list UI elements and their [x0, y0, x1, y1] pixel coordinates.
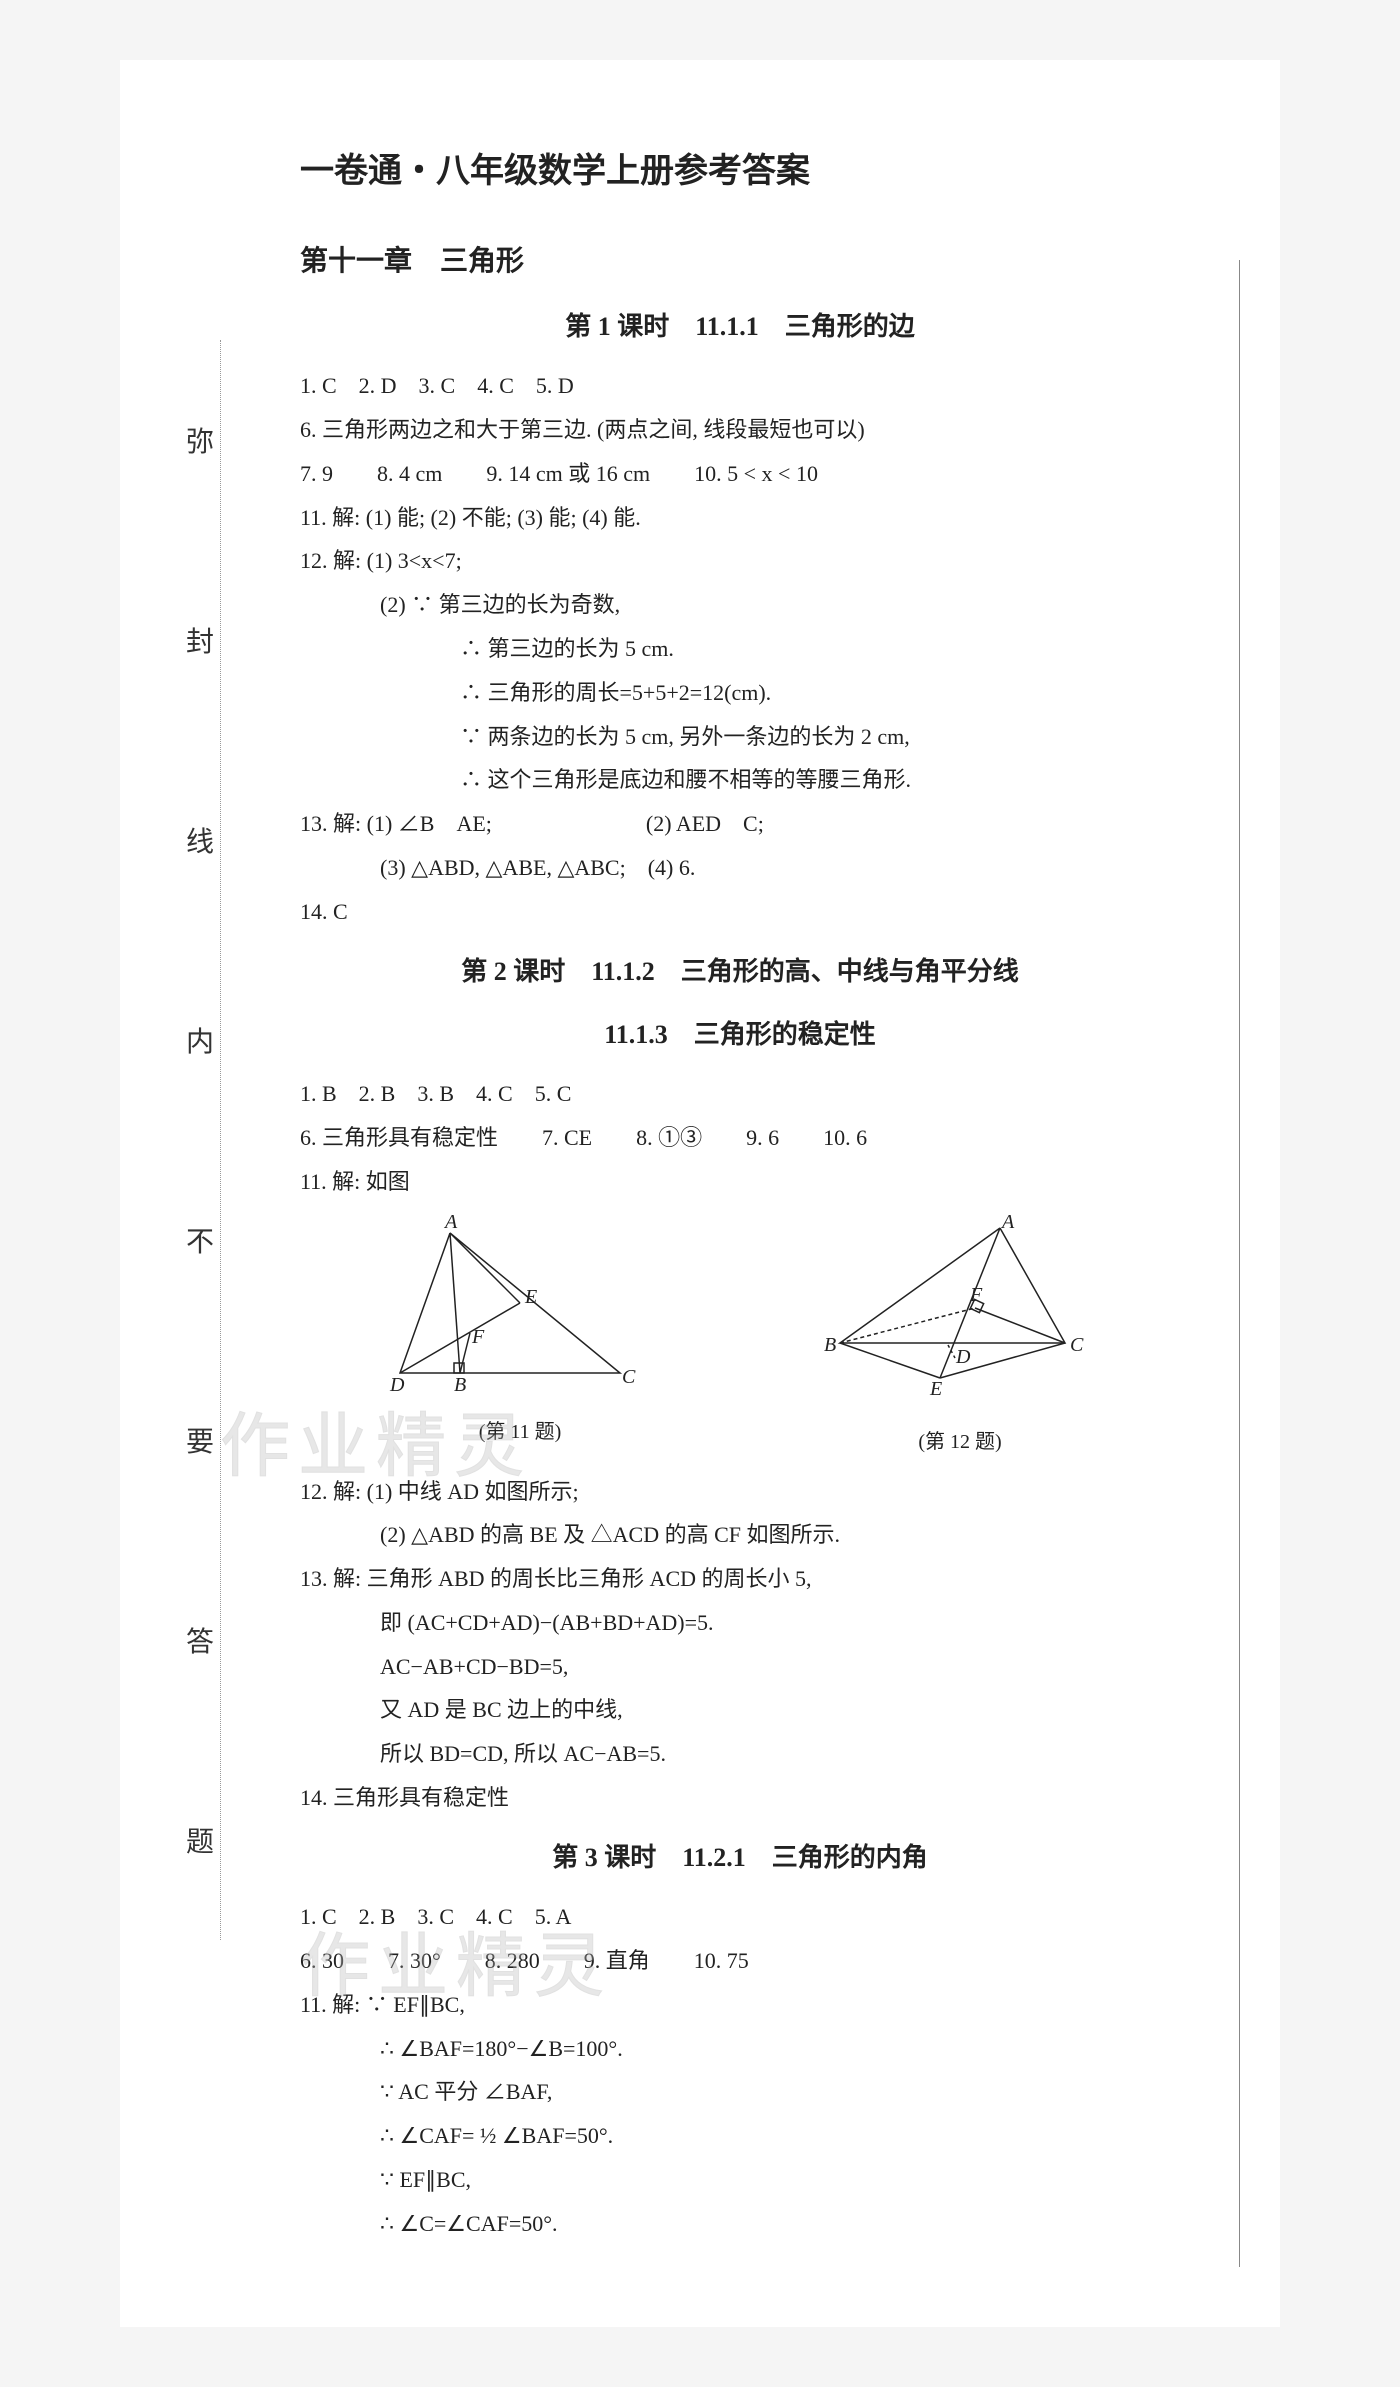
lesson2-heading2: 11.1.3 三角形的稳定性	[300, 1010, 1180, 1059]
answer-line: ∴ ∠BAF=180°−∠B=100°.	[300, 2028, 1180, 2070]
label-B: B	[454, 1374, 466, 1396]
figure-11-caption: (第 11 题)	[390, 1413, 650, 1451]
answer-line: (2) △ABD 的高 BE 及 △ACD 的高 CF 如图所示.	[300, 1514, 1180, 1556]
label-A: A	[443, 1211, 458, 1233]
answer-line: 即 (AC+CD+AD)−(AB+BD+AD)=5.	[300, 1602, 1180, 1644]
answer-line: 13. 解: (1) ∠B AE; (2) AED C;	[300, 803, 1180, 845]
margin-char: 答	[186, 1620, 214, 1660]
triangle-diagram-12: A B C E D F	[830, 1223, 1090, 1403]
answer-line: ∴ 三角形的周长=5+5+2=12(cm).	[300, 672, 1180, 714]
label-E: E	[929, 1378, 942, 1400]
answer-line: 14. 三角形具有稳定性	[300, 1777, 1180, 1819]
answer-line: 7. 9 8. 4 cm 9. 14 cm 或 16 cm 10. 5 < x …	[300, 453, 1180, 495]
answer-line: ∴ 这个三角形是底边和腰不相等的等腰三角形.	[300, 759, 1180, 801]
margin-char: 弥	[186, 420, 214, 460]
label-C: C	[622, 1366, 636, 1388]
answer-line: 6. 三角形具有稳定性 7. CE 8. ①③ 9. 6 10. 6	[300, 1117, 1180, 1159]
answer-line: 13. 解: 三角形 ABD 的周长比三角形 ACD 的周长小 5,	[300, 1558, 1180, 1600]
figure-12: A B C E D F (第 12 题)	[830, 1223, 1090, 1461]
answer-line: 6. 三角形两边之和大于第三边. (两点之间, 线段最短也可以)	[300, 409, 1180, 451]
label-B: B	[824, 1334, 836, 1356]
figures-row: A D B C E F (第 11 题)	[300, 1223, 1180, 1461]
answer-line: ∴ ∠CAF= ½ ∠BAF=50°.	[300, 2115, 1180, 2157]
page: 弥 封 线 内 不 要 答 题 一卷通・八年级数学上册参考答案 第十一章 三角形…	[120, 60, 1280, 2327]
label-A: A	[1000, 1211, 1015, 1233]
label-D: D	[955, 1346, 971, 1368]
lesson2-heading1: 第 2 课时 11.1.2 三角形的高、中线与角平分线	[300, 947, 1180, 996]
answer-line: ∴ 第三边的长为 5 cm.	[300, 628, 1180, 670]
answer-line: 11. 解: ∵ EF∥BC,	[300, 1984, 1180, 2026]
chapter-heading: 第十一章 三角形	[300, 235, 1180, 288]
answer-line: 12. 解: (1) 中线 AD 如图所示;	[300, 1471, 1180, 1513]
margin-char: 要	[186, 1420, 214, 1460]
answer-line: AC−AB+CD−BD=5,	[300, 1646, 1180, 1688]
label-F: F	[969, 1284, 983, 1306]
answer-line: ∵ EF∥BC,	[300, 2159, 1180, 2201]
label-E: E	[524, 1286, 537, 1308]
margin-char: 内	[186, 1020, 214, 1060]
answer-line: 6. 30 7. 30° 8. 280 9. 直角 10. 75	[300, 1940, 1180, 1982]
answer-line: (2) ∵ 第三边的长为奇数,	[300, 584, 1180, 626]
answer-line: 1. C 2. D 3. C 4. C 5. D	[300, 365, 1180, 407]
lesson1-heading: 第 1 课时 11.1.1 三角形的边	[300, 302, 1180, 351]
answer-line: 1. C 2. B 3. C 4. C 5. A	[300, 1896, 1180, 1938]
answer-line: (3) △ABD, △ABE, △ABC; (4) 6.	[300, 847, 1180, 889]
answer-line: 所以 BD=CD, 所以 AC−AB=5.	[300, 1733, 1180, 1775]
answer-line: ∴ ∠C=∠CAF=50°.	[300, 2203, 1180, 2245]
label-D: D	[389, 1374, 405, 1396]
figure-11: A D B C E F (第 11 题)	[390, 1223, 650, 1461]
figure-12-caption: (第 12 题)	[830, 1423, 1090, 1461]
margin-char: 线	[186, 820, 214, 860]
label-C: C	[1070, 1334, 1084, 1356]
margin-char: 题	[186, 1820, 214, 1860]
margin-char: 不	[186, 1220, 214, 1260]
page-title: 一卷通・八年级数学上册参考答案	[300, 140, 1180, 205]
answer-line: ∵ 两条边的长为 5 cm, 另外一条边的长为 2 cm,	[300, 716, 1180, 758]
answer-line: 14. C	[300, 891, 1180, 933]
margin-column: 弥 封 线 内 不 要 答 题	[180, 340, 221, 1940]
answer-line: ∵ AC 平分 ∠BAF,	[300, 2071, 1180, 2113]
answer-line: 11. 解: (1) 能; (2) 不能; (3) 能; (4) 能.	[300, 497, 1180, 539]
lesson3-heading: 第 3 课时 11.2.1 三角形的内角	[300, 1833, 1180, 1882]
label-F: F	[471, 1326, 485, 1348]
margin-char: 封	[186, 620, 214, 660]
answer-line: 11. 解: 如图	[300, 1161, 1180, 1203]
answer-line: 1. B 2. B 3. B 4. C 5. C	[300, 1073, 1180, 1115]
triangle-diagram-11: A D B C E F	[390, 1223, 650, 1393]
answer-line: 12. 解: (1) 3<x<7;	[300, 540, 1180, 582]
content: 一卷通・八年级数学上册参考答案 第十一章 三角形 第 1 课时 11.1.1 三…	[300, 140, 1180, 2245]
right-border	[1239, 260, 1240, 2267]
answer-line: 又 AD 是 BC 边上的中线,	[300, 1689, 1180, 1731]
